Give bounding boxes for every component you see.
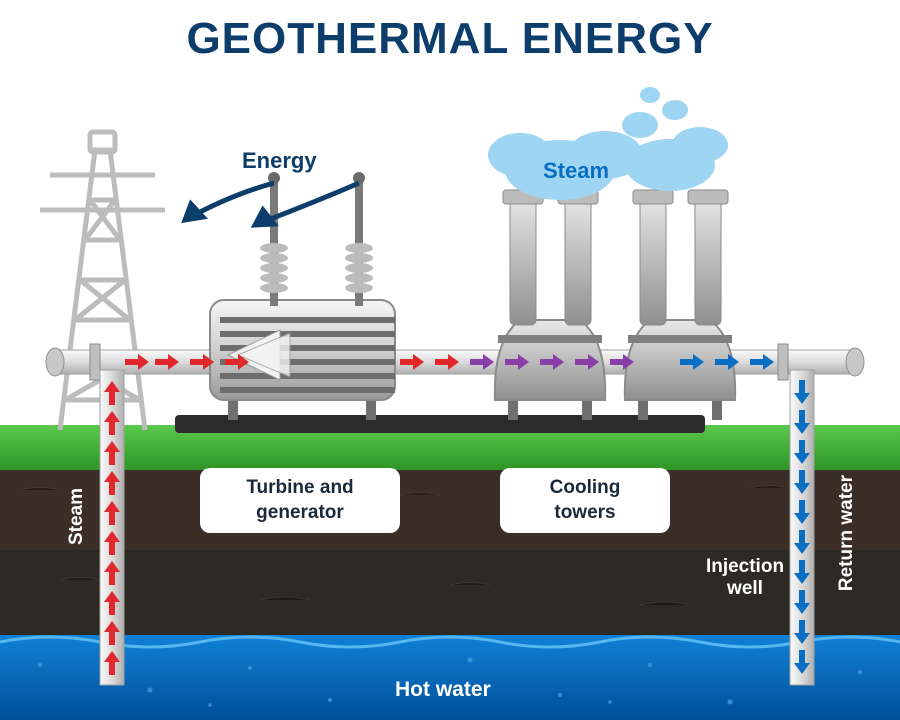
cooling-label-box: Cooling towers [500, 468, 670, 533]
platform [175, 415, 705, 433]
hot-water-label: Hot water [395, 678, 491, 702]
cooling-towers [495, 190, 735, 420]
energy-label: Energy [242, 148, 317, 174]
turbine-label-box: Turbine and generator [200, 468, 400, 533]
steam-pipe-label: Steam [66, 488, 88, 545]
cooling-label-text: Cooling towers [550, 477, 621, 523]
steam-cloud-label: Steam [543, 158, 609, 184]
diagram-canvas [0, 0, 900, 720]
turbine-generator [210, 172, 395, 420]
injection-label: Injection well [700, 556, 790, 600]
layer-soil1 [0, 470, 900, 550]
turbine-label-text: Turbine and generator [246, 477, 353, 523]
main-title: GEOTHERMAL ENERGY [0, 14, 900, 64]
return-water-label: Return water [836, 475, 858, 591]
